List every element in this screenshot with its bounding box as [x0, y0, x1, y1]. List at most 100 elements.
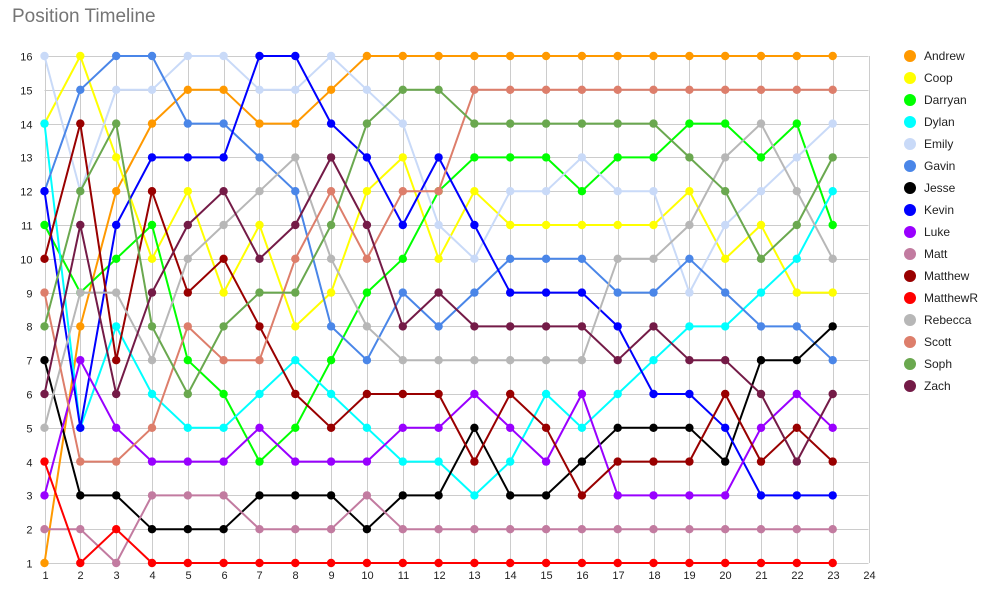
data-point — [219, 288, 228, 297]
data-point — [76, 288, 85, 297]
y-tick-label: 12 — [20, 187, 32, 199]
data-point — [470, 51, 479, 61]
legend-marker — [904, 160, 916, 172]
x-tick-label: 18 — [648, 570, 660, 582]
data-point — [76, 491, 85, 500]
data-point — [147, 288, 157, 297]
data-point — [577, 119, 587, 128]
data-point — [721, 254, 730, 263]
data-point — [112, 85, 121, 95]
data-point — [255, 254, 264, 263]
data-point — [541, 51, 551, 61]
data-point — [112, 119, 121, 128]
data-point — [649, 423, 658, 432]
legend-marker — [904, 314, 916, 326]
data-point — [470, 153, 479, 162]
data-point — [721, 457, 730, 466]
data-point — [541, 187, 551, 196]
data-point — [398, 525, 407, 534]
data-point — [362, 288, 372, 297]
data-point — [76, 119, 85, 128]
data-point — [40, 525, 49, 534]
series-dylan — [40, 119, 837, 500]
data-point — [828, 220, 837, 230]
data-point — [649, 51, 658, 61]
data-point — [649, 187, 658, 196]
data-point — [470, 491, 479, 500]
data-point — [326, 457, 336, 466]
data-point — [40, 356, 49, 365]
y-tick-label: 4 — [26, 458, 32, 470]
data-point — [291, 356, 300, 365]
data-point — [434, 153, 443, 162]
data-point — [434, 85, 443, 95]
data-point — [434, 187, 443, 196]
y-tick-label: 10 — [20, 255, 32, 267]
data-point — [112, 220, 121, 230]
data-point — [255, 457, 264, 466]
data-point — [291, 423, 300, 432]
data-point — [649, 153, 658, 162]
data-point — [721, 119, 730, 128]
data-point — [255, 525, 264, 534]
x-tick-label: 12 — [433, 570, 445, 582]
x-tick-label: 20 — [719, 570, 731, 582]
data-point — [76, 356, 85, 365]
data-point — [219, 153, 228, 162]
data-point — [577, 187, 587, 196]
data-point — [577, 389, 587, 399]
y-tick-label: 8 — [26, 322, 32, 334]
legend-marker — [904, 138, 916, 150]
y-tick-label: 6 — [26, 390, 32, 402]
data-point — [613, 558, 622, 568]
data-point — [577, 491, 587, 500]
x-tick-label: 1 — [42, 570, 48, 582]
y-tick-label: 1 — [26, 559, 32, 571]
data-point — [112, 457, 121, 466]
data-point — [756, 288, 766, 297]
data-point — [506, 356, 515, 365]
data-point — [183, 457, 192, 466]
data-point — [541, 491, 551, 500]
data-point — [685, 187, 694, 196]
data-point — [255, 85, 264, 95]
data-point — [613, 220, 622, 230]
data-point — [828, 288, 837, 297]
data-point — [828, 85, 837, 95]
data-point — [756, 51, 766, 61]
legend-label: MatthewR — [924, 291, 978, 305]
data-point — [362, 457, 372, 466]
data-point — [326, 525, 336, 534]
data-point — [398, 119, 407, 128]
data-point — [685, 457, 694, 466]
data-point — [613, 288, 622, 297]
data-point — [470, 423, 479, 432]
legend-item-coop: Coop — [904, 71, 953, 85]
data-point — [40, 423, 49, 432]
legend-item-dylan: Dylan — [904, 115, 955, 129]
data-point — [147, 389, 157, 399]
legend-item-emily: Emily — [904, 137, 953, 151]
data-point — [577, 525, 587, 534]
data-point — [541, 525, 551, 534]
data-point — [649, 356, 658, 365]
data-point — [577, 220, 587, 230]
data-point — [792, 558, 801, 568]
data-point — [398, 491, 407, 500]
data-point — [434, 356, 443, 365]
data-point — [613, 457, 622, 466]
data-point — [40, 288, 49, 297]
data-point — [219, 187, 228, 196]
series-scott — [40, 85, 837, 466]
data-point — [219, 389, 228, 399]
data-point — [112, 525, 121, 534]
data-point — [40, 187, 49, 196]
data-point — [219, 423, 228, 432]
series-group — [40, 51, 837, 568]
data-point — [828, 51, 837, 61]
data-point — [112, 491, 121, 500]
legend: Andrew Coop Darryan Dylan Emily Gavin Jesse Kev… — [904, 49, 978, 393]
data-point — [326, 85, 336, 95]
data-point — [685, 558, 694, 568]
